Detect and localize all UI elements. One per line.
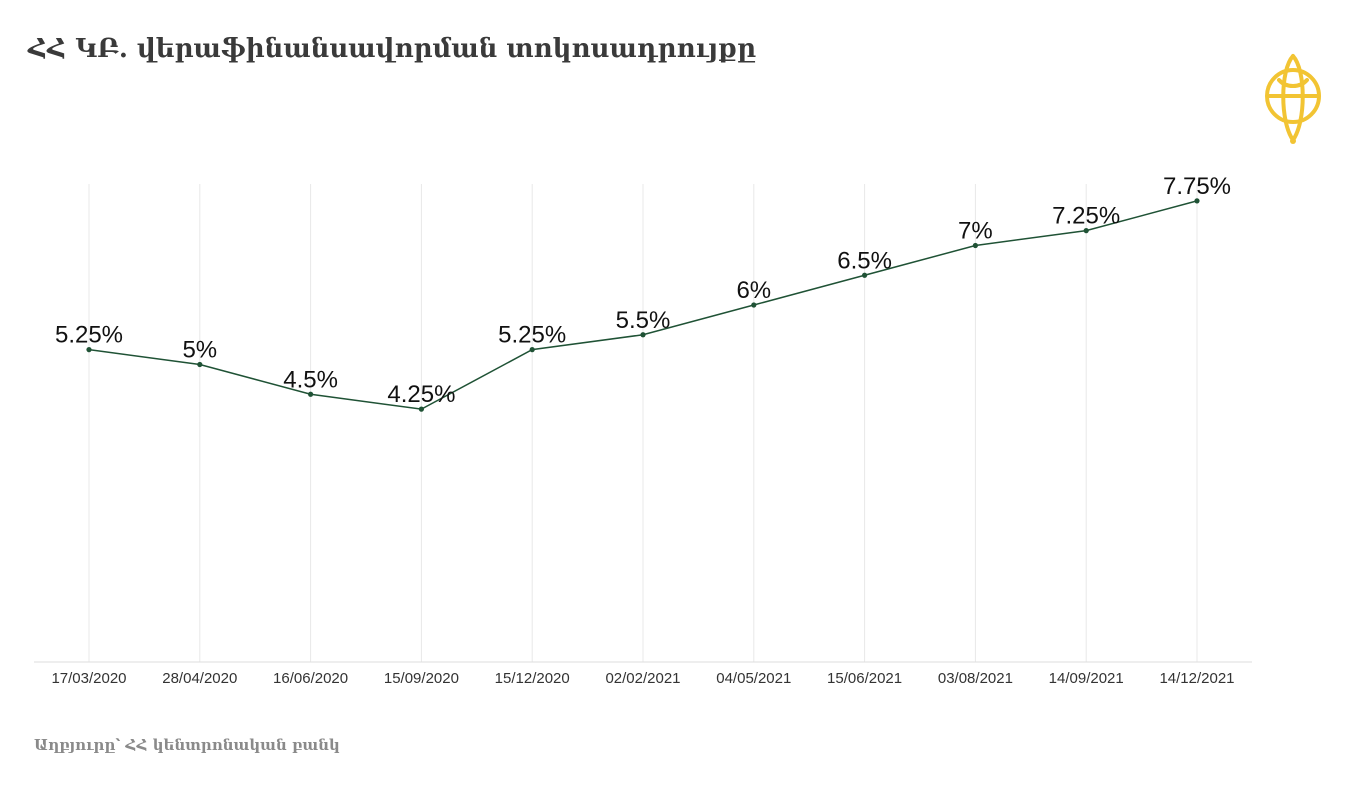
data-point	[529, 347, 535, 353]
x-tick-label: 03/08/2021	[938, 670, 1013, 687]
x-tick-label: 15/12/2020	[495, 670, 570, 687]
x-tick-label: 17/03/2020	[51, 670, 126, 687]
x-tick-label: 04/05/2021	[716, 670, 791, 687]
data-label: 7.75%	[1163, 173, 1231, 200]
data-label: 5.25%	[498, 322, 566, 349]
x-tick-label: 14/12/2021	[1159, 670, 1234, 687]
data-label: 7.25%	[1052, 203, 1120, 230]
golden-emblem-icon	[1265, 54, 1321, 144]
data-label: 6.5%	[837, 247, 892, 274]
x-tick-label: 15/06/2021	[827, 670, 902, 687]
x-tick-label: 02/02/2021	[605, 670, 680, 687]
data-point	[86, 347, 92, 353]
chart-title: ՀՀ ԿԲ. վերաֆինանսավորման տոկոսադրույքը	[28, 34, 757, 64]
source-note: Աղբյուրը՝ ՀՀ կենտրոնական բանկ	[34, 736, 340, 754]
data-point	[308, 391, 314, 397]
data-point	[640, 332, 646, 338]
x-tick-label: 16/06/2020	[273, 670, 348, 687]
data-labels: 5.25% 5% 4.5% 4.25% 5.25% 5.5% 6% 6.5% 7% 7.25% 7.…	[55, 173, 1231, 408]
x-tick-label: 28/04/2020	[162, 670, 237, 687]
data-label: 7%	[958, 218, 993, 245]
data-point	[1083, 228, 1089, 234]
data-label: 5%	[182, 337, 217, 364]
data-label: 5.5%	[616, 307, 671, 334]
data-point	[197, 361, 203, 368]
chart-gridlines	[88, 184, 1198, 662]
data-points	[86, 198, 1200, 412]
x-tick-label: 14/09/2021	[1049, 670, 1124, 687]
data-label: 4.25%	[387, 381, 455, 408]
data-point	[972, 242, 979, 249]
data-point	[862, 272, 868, 278]
data-point	[418, 406, 424, 412]
data-point	[751, 302, 757, 308]
x-axis-tick-labels: 17/03/2020 28/04/2020 16/06/2020 15/09/2020…	[51, 670, 1234, 687]
data-label: 5.25%	[55, 322, 123, 349]
data-label: 4.5%	[283, 366, 338, 393]
data-label: 6%	[736, 277, 771, 304]
x-tick-label: 15/09/2020	[384, 670, 459, 687]
data-point	[1194, 198, 1200, 204]
